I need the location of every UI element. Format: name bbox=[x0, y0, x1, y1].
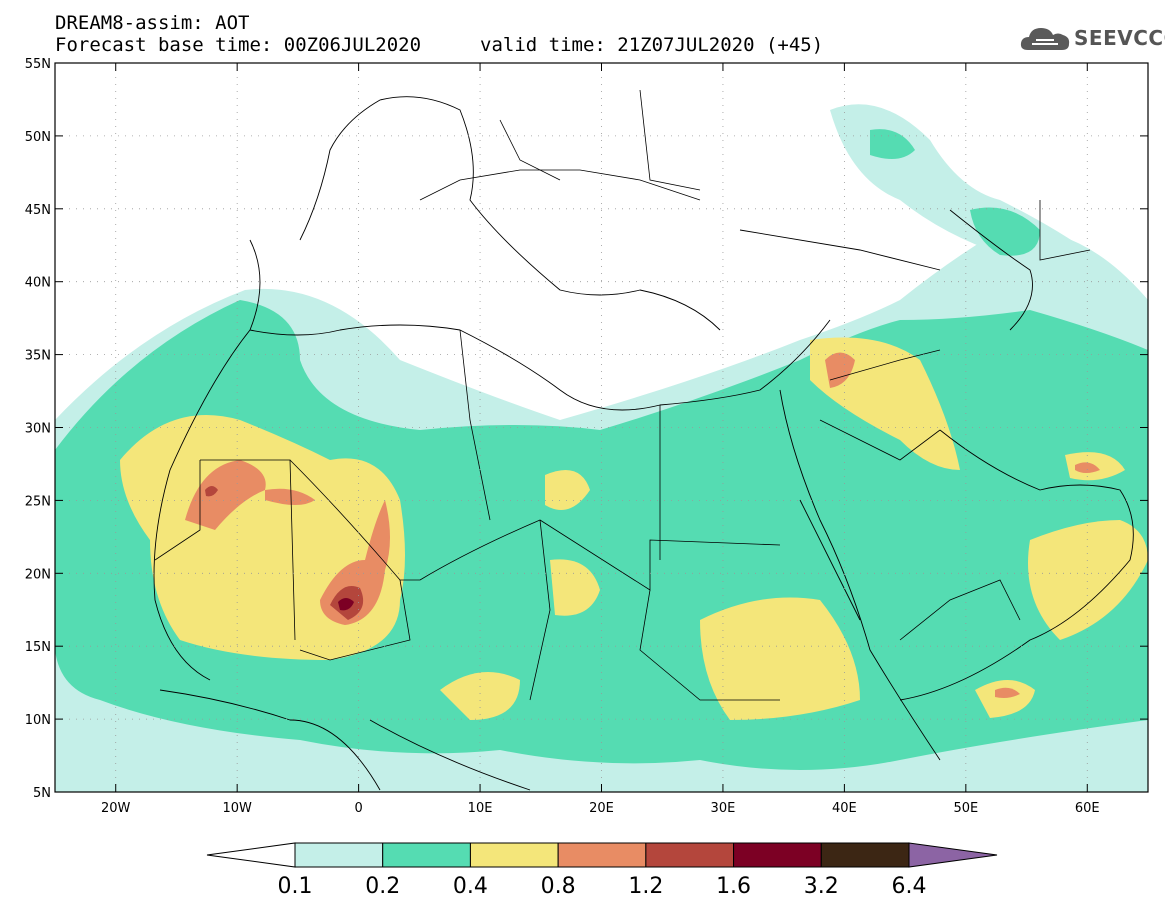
lat-label: 5N bbox=[33, 786, 51, 801]
colorbar-label: 3.2 bbox=[804, 874, 839, 899]
colorbar-label: 1.2 bbox=[628, 874, 663, 899]
colorbar-label: 0.1 bbox=[278, 874, 313, 899]
lat-label: 10N bbox=[25, 713, 51, 728]
lon-label: 10E bbox=[468, 801, 493, 816]
logo-text: SEEVCCC bbox=[1074, 26, 1165, 50]
lon-label: 50E bbox=[953, 801, 978, 816]
lat-label: 50N bbox=[25, 130, 51, 145]
colorbar-swatch bbox=[382, 842, 471, 868]
colorbar-label: 1.6 bbox=[716, 874, 751, 899]
colorbar-swatch bbox=[469, 842, 559, 868]
lon-label: 20W bbox=[101, 801, 131, 816]
colorbar-low-arrow bbox=[206, 842, 296, 868]
cloud-icon bbox=[1020, 28, 1070, 50]
lon-label: 30E bbox=[711, 801, 736, 816]
map-title: DREAM8-assim: AOT bbox=[55, 12, 250, 34]
lat-label: 20N bbox=[25, 567, 51, 582]
lat-label: 35N bbox=[25, 349, 51, 364]
colorbar-high-arrow bbox=[908, 842, 998, 868]
lat-label: 25N bbox=[25, 494, 51, 509]
lon-label: 20E bbox=[589, 801, 614, 816]
lat-label: 55N bbox=[25, 57, 51, 72]
lat-label: 30N bbox=[25, 422, 51, 437]
colorbar-swatch bbox=[294, 842, 384, 868]
forecast-base-time: Forecast base time: 00Z06JUL2020 bbox=[55, 34, 422, 56]
lat-label: 40N bbox=[25, 276, 51, 291]
colorbar-label: 0.2 bbox=[365, 874, 400, 899]
lon-label: 60E bbox=[1075, 801, 1100, 816]
colorbar-label: 0.8 bbox=[541, 874, 576, 899]
lon-label: 10W bbox=[222, 801, 252, 816]
lon-label: 40E bbox=[832, 801, 857, 816]
axis-ticks: 20W 10W 0 10E 20E 30E 40E 50E 60E 55N 50N 45N 40N 35N… bbox=[25, 57, 1148, 816]
lat-label: 45N bbox=[25, 203, 51, 218]
lat-label: 15N bbox=[25, 640, 51, 655]
lon-label: 0 bbox=[354, 801, 362, 816]
colorbar-swatch bbox=[820, 842, 910, 868]
valid-time: valid time: 21Z07JUL2020 (+45) bbox=[480, 34, 824, 56]
colorbar-swatch bbox=[557, 842, 647, 868]
seevccc-logo: SEEVCCC bbox=[1018, 22, 1165, 56]
colorbar-label: 0.4 bbox=[453, 874, 488, 899]
colorbar-swatch bbox=[645, 842, 735, 868]
colorbar-swatch bbox=[733, 842, 822, 868]
coastlines bbox=[153, 96, 1134, 791]
colorbar-label: 6.4 bbox=[892, 874, 927, 899]
country-borders bbox=[154, 89, 1091, 701]
